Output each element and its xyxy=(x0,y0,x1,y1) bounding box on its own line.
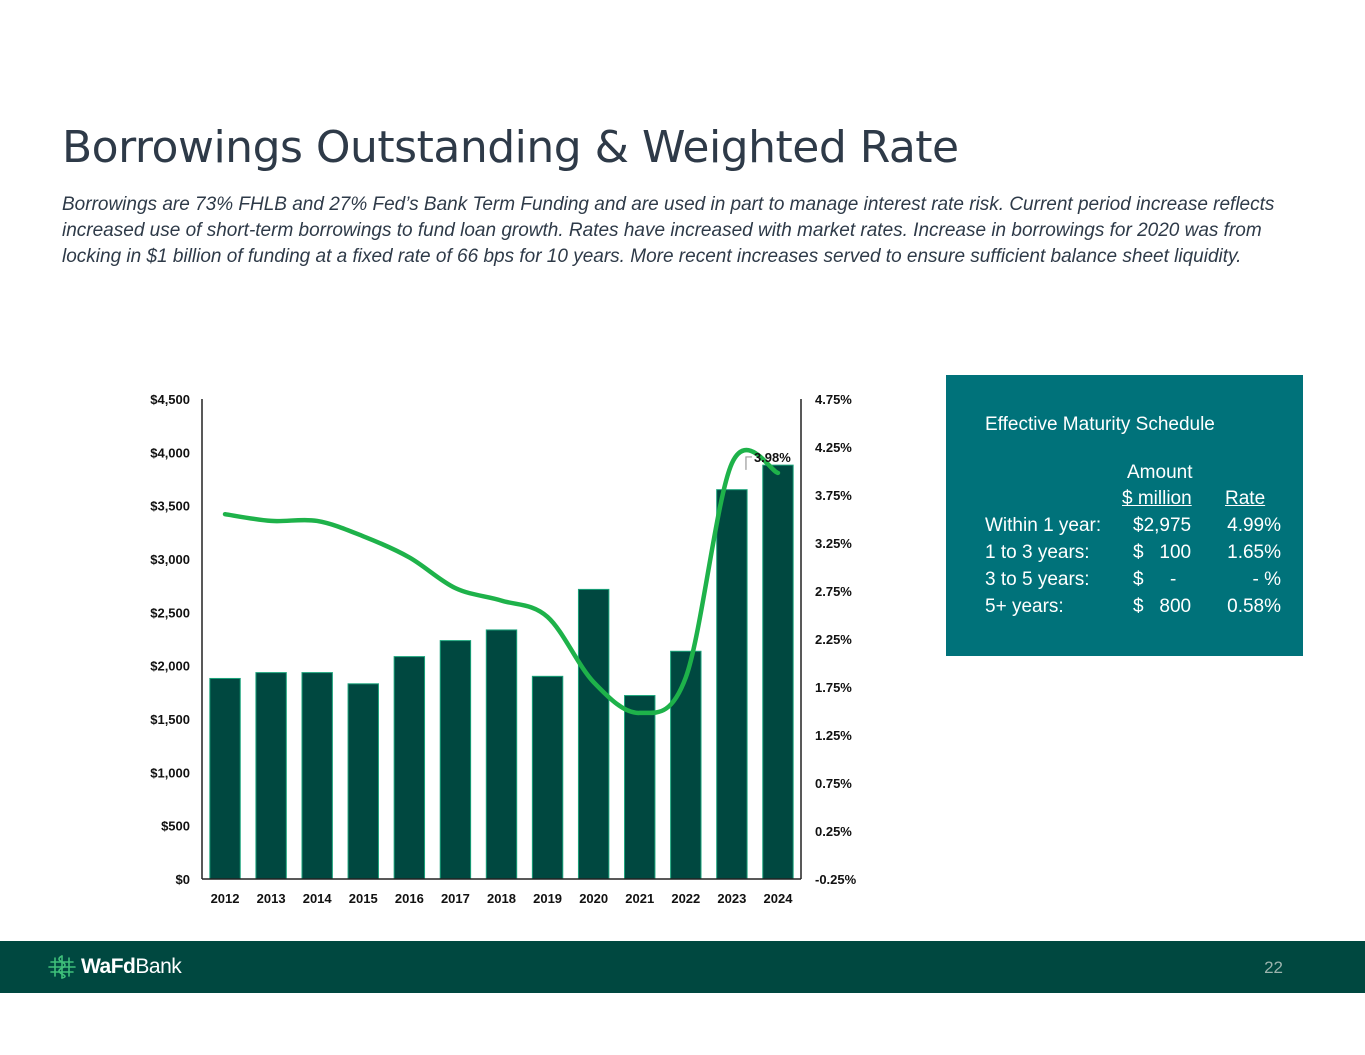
bar-2024 xyxy=(762,464,794,880)
x-tick-label: 2020 xyxy=(579,891,608,906)
right-tick-label: 1.25% xyxy=(815,728,852,743)
x-tick-label: 2014 xyxy=(303,891,333,906)
maturity-label: 5+ years: xyxy=(985,596,1064,617)
bar-2012 xyxy=(209,677,241,880)
bar-2018 xyxy=(485,629,518,880)
bar-2021 xyxy=(624,695,656,880)
x-axis-labels: 2012 2013 2014 2015 2016 2017 2018 2019 2020 2021… xyxy=(211,891,794,906)
annotation-label: 3.98% xyxy=(754,450,791,465)
million-header: $ million xyxy=(1122,488,1192,509)
maturity-row: 3 to 5 years: $ - - % xyxy=(985,569,1281,596)
x-tick-label: 2018 xyxy=(487,891,516,906)
x-tick-label: 2017 xyxy=(441,891,470,906)
maturity-row: Within 1 year: $2,975 4.99% xyxy=(985,515,1281,542)
bar-2013 xyxy=(255,672,287,880)
x-tick-label: 2024 xyxy=(764,891,794,906)
axes xyxy=(201,399,802,880)
logo-wordmark-regular: Bank xyxy=(135,955,182,978)
maturity-rate: 1.65% xyxy=(1227,542,1281,563)
wafd-logo: WaFdBank xyxy=(46,952,182,982)
footer-bar: WaFdBank 22 xyxy=(0,941,1365,993)
bar-2014 xyxy=(301,672,333,880)
right-tick-label: 0.25% xyxy=(815,824,852,839)
left-tick-label: $1,500 xyxy=(150,712,190,727)
right-tick-label: 3.75% xyxy=(815,488,852,503)
x-tick-label: 2023 xyxy=(717,891,746,906)
bar-2017 xyxy=(439,640,472,880)
x-tick-label: 2019 xyxy=(533,891,562,906)
x-tick-label: 2012 xyxy=(211,891,240,906)
maturity-rate: 4.99% xyxy=(1227,515,1281,536)
left-tick-label: $500 xyxy=(161,819,190,834)
bar-2020 xyxy=(577,588,610,880)
page-number: 22 xyxy=(1264,958,1283,977)
left-tick-label: $1,000 xyxy=(150,765,190,780)
rate-line-series xyxy=(222,447,781,716)
slide-subtitle: Borrowings are 73% FHLB and 27% Fed’s Ba… xyxy=(62,194,1275,267)
left-tick-label: $3,000 xyxy=(150,552,190,567)
right-tick-label: 2.25% xyxy=(815,632,852,647)
maturity-row: 1 to 3 years: $ 100 1.65% xyxy=(985,542,1281,569)
x-tick-label: 2015 xyxy=(349,891,378,906)
rate-annotation: 3.98% xyxy=(745,450,791,470)
left-tick-label: $2,000 xyxy=(150,659,190,674)
bar-2023 xyxy=(716,489,748,880)
maturity-schedule-panel: Effective Maturity Schedule Amount $ mil… xyxy=(946,375,1303,656)
bar-2022 xyxy=(670,650,702,880)
right-axis-ticks: -0.25% 0.25% 0.75% 1.25% 1.75% 2.25% 2.75% 3.25… xyxy=(815,392,857,887)
bar-series xyxy=(209,464,794,880)
right-tick-label: 0.75% xyxy=(815,776,852,791)
left-tick-label: $4,500 xyxy=(150,392,190,407)
maturity-rate: 0.58% xyxy=(1227,596,1281,617)
left-tick-label: $0 xyxy=(176,872,190,887)
x-tick-label: 2021 xyxy=(625,891,654,906)
x-tick-label: 2016 xyxy=(395,891,424,906)
bar-2015 xyxy=(347,683,379,880)
bar-2019 xyxy=(531,675,564,880)
right-tick-label: -0.25% xyxy=(815,872,857,887)
left-tick-label: $3,500 xyxy=(150,499,190,514)
annotation-leader xyxy=(745,456,752,470)
maturity-label: 3 to 5 years: xyxy=(985,569,1090,590)
borrowings-chart: $0 $500 $1,000 $1,500 $2,000 $2,500 $3,000 $3,5… xyxy=(150,392,857,906)
maturity-row: 5+ years: $ 800 0.58% xyxy=(985,596,1281,623)
maturity-label: 1 to 3 years: xyxy=(985,542,1090,563)
wafd-logo-icon xyxy=(48,955,76,979)
maturity-title: Effective Maturity Schedule xyxy=(985,414,1215,435)
logo-wordmark: WaFdBank xyxy=(81,955,182,979)
maturity-amount: $ - xyxy=(1133,569,1177,590)
rate-header: Rate xyxy=(1225,488,1266,509)
bar-2016 xyxy=(393,656,426,880)
rate-line xyxy=(222,447,781,716)
logo-wordmark-bold: WaFd xyxy=(81,955,136,978)
x-tick-label: 2022 xyxy=(671,891,700,906)
right-tick-label: 2.75% xyxy=(815,584,852,599)
maturity-amount: $ 100 xyxy=(1133,542,1192,563)
amount-header: Amount xyxy=(1127,462,1193,483)
maturity-label: Within 1 year: xyxy=(985,515,1102,536)
right-tick-label: 3.25% xyxy=(815,536,852,551)
left-tick-label: $2,500 xyxy=(150,605,190,620)
left-axis-ticks: $0 $500 $1,000 $1,500 $2,000 $2,500 $3,000 $3,5… xyxy=(150,392,190,887)
maturity-amount: $ 800 xyxy=(1133,596,1192,617)
right-tick-label: 1.75% xyxy=(815,680,852,695)
maturity-amount: $2,975 xyxy=(1133,515,1192,536)
page-title: Borrowings Outstanding & Weighted Rate xyxy=(62,122,959,173)
right-tick-label: 4.75% xyxy=(815,392,852,407)
maturity-rate: - % xyxy=(1252,569,1282,590)
x-tick-label: 2013 xyxy=(257,891,286,906)
right-tick-label: 4.25% xyxy=(815,440,852,455)
left-tick-label: $4,000 xyxy=(150,445,190,460)
